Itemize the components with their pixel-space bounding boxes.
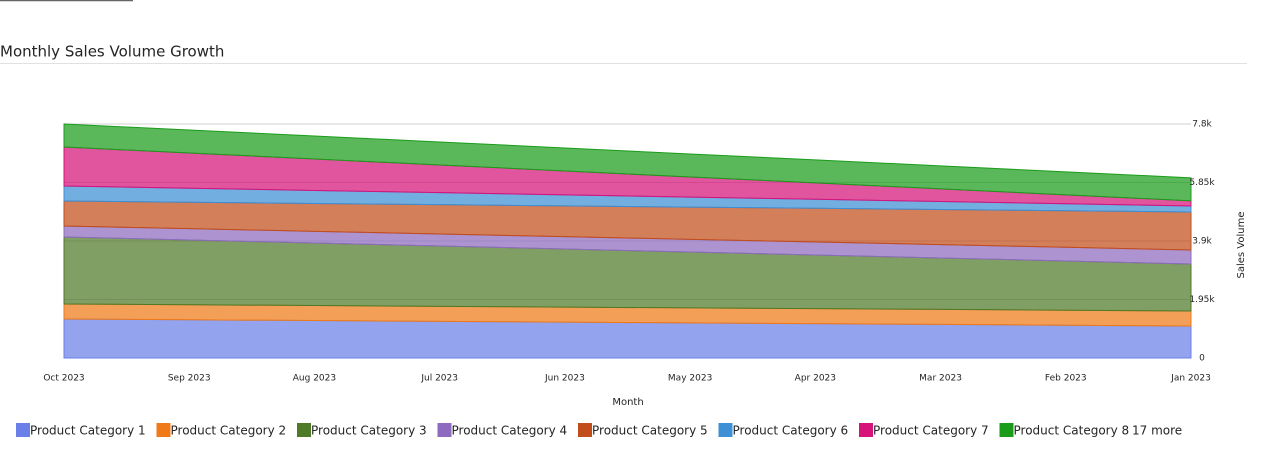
y-tick-label: 7.8k: [1192, 120, 1212, 130]
x-tick-label: Mar 2023: [919, 374, 962, 384]
legend-swatch: [297, 423, 311, 437]
x-tick-label: Jan 2023: [1170, 374, 1211, 384]
x-tick-label: Feb 2023: [1045, 374, 1087, 384]
x-tick-label: Apr 2023: [795, 374, 836, 384]
legend-label: Product Category 3: [311, 424, 427, 438]
y-tick-label: 3.9k: [1192, 237, 1212, 247]
legend-label: Product Category 8: [1014, 424, 1130, 438]
y-tick-label: 5.85k: [1189, 178, 1215, 188]
x-tick-label: Sep 2023: [168, 374, 211, 384]
legend-swatch: [156, 423, 171, 437]
labels: 0 1.95k 3.9k 5.85k 7.8k Oct 2023 Sep 2023 Aug 2…: [43, 120, 1215, 384]
x-tick-label: Oct 2023: [43, 374, 84, 384]
x-tick-label: Aug 2023: [293, 374, 336, 384]
legend-more[interactable]: 17 more: [1132, 424, 1182, 438]
legend: Product Category 1 Product Category 2 Prod…: [16, 423, 1182, 438]
legend-label: Product Category 6: [733, 424, 849, 438]
legend-swatch: [718, 423, 733, 437]
x-tick-label: May 2023: [668, 374, 712, 384]
legend-label: Product Category 1: [30, 424, 146, 438]
y-tick-label: 1.95k: [1189, 295, 1215, 305]
legend-label: Product Category 4: [452, 424, 568, 438]
legend-label: Product Category 2: [171, 424, 287, 438]
area: [63, 123, 1192, 202]
x-axis-title: Month: [612, 397, 643, 408]
x-tick-label: Jun 2023: [544, 374, 585, 384]
legend-label: Product Category 7: [873, 424, 989, 438]
x-tick-label: Jul 2023: [420, 374, 458, 384]
chart-title: Monthly Sales Volume Growth: [0, 43, 224, 61]
legend-swatch: [578, 423, 592, 437]
legend-swatch: [437, 423, 452, 437]
y-tick-label: 0: [1199, 354, 1205, 364]
legend-swatch: [859, 423, 873, 437]
legend-label: Product Category 5: [592, 424, 708, 438]
legend-swatch: [999, 423, 1014, 437]
areas: [63, 123, 1192, 359]
legend-swatch: [16, 423, 30, 437]
y-axis-title: Sales Volume: [1236, 212, 1247, 279]
